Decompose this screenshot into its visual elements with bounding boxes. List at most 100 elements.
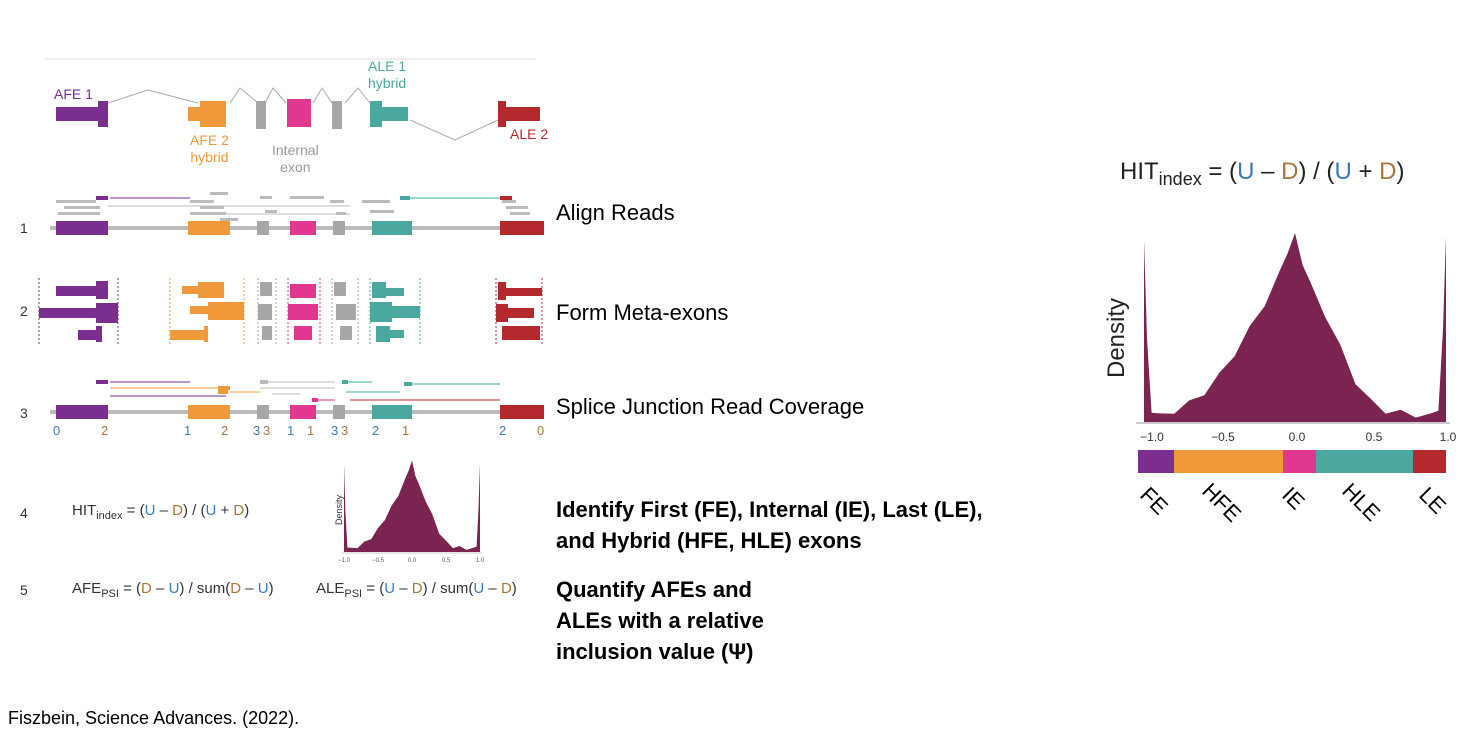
formula-minus: – <box>395 580 412 597</box>
bin-le <box>1413 450 1446 473</box>
internal-label-line1: Internal <box>272 142 319 158</box>
title-part: = ( <box>1208 158 1238 185</box>
coverage-number: 1 <box>402 423 410 438</box>
bin-fe <box>1138 450 1174 473</box>
ale2-exon <box>498 101 506 127</box>
formula-hit-base: HIT <box>72 502 97 519</box>
internal-exon-2 <box>332 101 342 129</box>
formula-u: U <box>384 580 396 597</box>
internal-label-line2: exon <box>280 159 311 175</box>
afe2-label-line2: hybrid <box>190 149 229 165</box>
formula-d: D <box>233 502 245 519</box>
step4-label: Identify First (FE), Internal (IE), Last… <box>556 494 983 556</box>
ale1-label-line1: ALE 1 <box>368 58 407 74</box>
step5-line1: Quantify AFEs and <box>556 577 752 602</box>
density-chart: Density −1.0 −0.5 0.0 0.5 1.0 <box>1103 233 1457 444</box>
formula-ale-sub: PSI <box>344 588 363 600</box>
bin-hfe <box>1174 450 1283 473</box>
coverage-number: 1 <box>287 423 295 438</box>
density-ylabel: Density <box>1103 298 1130 378</box>
step3-label: Splice Junction Read Coverage <box>556 394 865 419</box>
aligned-reads-diagram <box>50 192 544 235</box>
formula-end: ) <box>511 580 517 597</box>
ale-psi-formula: ALEPSI = (U – D) / sum(U – D) <box>316 580 517 600</box>
coverage-number: 3 <box>331 423 339 438</box>
xtick-label: −0.5 <box>1211 430 1235 444</box>
title-sub: index <box>1158 168 1202 189</box>
citation: Fiszbein, Science Advances. (2022). <box>8 708 300 728</box>
coverage-number: 2 <box>221 423 229 438</box>
formula-mid: ) / ( <box>182 502 206 519</box>
formula-plus: + <box>216 502 234 519</box>
afe2-label-line1: AFE 2 <box>190 132 229 148</box>
step4-line1: Identify First (FE), Internal (IE), Last… <box>556 497 983 522</box>
step2-number: 2 <box>20 303 28 319</box>
step5-number: 5 <box>20 582 28 598</box>
title-part: – <box>1254 158 1282 185</box>
coverage-number: 0 <box>53 423 61 438</box>
bin-hle <box>1316 450 1413 473</box>
xtick-label: 0.0 <box>1289 430 1306 444</box>
formula-hit-sub: index <box>96 510 123 522</box>
mini-xtick: 0.5 <box>442 558 451 564</box>
mini-xtick: −0.5 <box>372 558 385 564</box>
title-base: HIT <box>1120 158 1159 185</box>
mini-xtick: 0.0 <box>408 558 417 564</box>
formula-u: U <box>473 580 485 597</box>
step4-number: 4 <box>20 505 28 521</box>
afe-psi-formula: AFEPSI = (D – U) / sum(D – U) <box>72 580 274 600</box>
step5-label: Quantify AFEs and ALEs with a relative i… <box>556 574 764 667</box>
ale1-label: ALE 1 hybrid <box>368 58 406 92</box>
coverage-number: 3 <box>263 423 271 438</box>
afe2-exon <box>200 101 226 127</box>
formula-d: D <box>411 580 423 597</box>
formula-minus: – <box>241 580 258 597</box>
step4-line2: and Hybrid (HFE, HLE) exons <box>556 528 862 553</box>
bin-label-hle: HLE <box>1337 478 1386 526</box>
formula-afe-sub: PSI <box>101 588 119 600</box>
formula-mid: ) / sum( <box>422 580 474 597</box>
mini-xtick: −1.0 <box>338 558 351 564</box>
internal-exon-1 <box>256 101 266 129</box>
step3-number: 3 <box>20 405 28 421</box>
formula-afe-eq: = ( <box>123 580 142 597</box>
formula-minus: – <box>155 502 173 519</box>
step1-label: Align Reads <box>556 200 675 225</box>
formula-ale-eq: = ( <box>366 580 385 597</box>
formula-minus: – <box>151 580 169 597</box>
ale1-label-line2: hybrid <box>368 75 407 91</box>
title-part: D <box>1281 158 1299 185</box>
formula-end: ) <box>268 580 274 597</box>
formula-d: D <box>500 580 512 597</box>
coverage-number: 3 <box>253 423 261 438</box>
step2-label: Form Meta-exons <box>556 300 729 325</box>
formula-u: U <box>168 580 180 597</box>
category-bar <box>1138 450 1446 473</box>
formula-afe-base: AFE <box>72 580 102 597</box>
ale2-label: ALE 2 <box>510 126 549 142</box>
title-part: + <box>1351 158 1380 185</box>
afe2-label: AFE 2 hybrid <box>190 132 229 166</box>
step5-line3: inclusion value (Ψ) <box>556 639 754 664</box>
title-part: ) / ( <box>1298 158 1335 185</box>
formula-end: ) <box>244 502 250 519</box>
bin-label-ie: IE <box>1277 482 1310 515</box>
splice-junction-diagram <box>50 380 544 419</box>
coverage-number: 3 <box>341 423 349 438</box>
coverage-number: 2 <box>101 423 109 438</box>
step1-number: 1 <box>20 220 28 236</box>
mini-density-chart: Density −1.0 −0.5 0.0 0.5 1.0 <box>334 460 485 564</box>
afe1-label: AFE 1 <box>54 86 93 102</box>
xtick-label: −1.0 <box>1140 430 1164 444</box>
xtick-label: 0.5 <box>1366 430 1383 444</box>
formula-u: U <box>205 502 217 519</box>
internal-exon-label: Internal exon <box>272 142 319 176</box>
bin-ie <box>1283 450 1316 473</box>
coverage-number: 0 <box>537 423 545 438</box>
bin-label-hfe: HFE <box>1197 478 1247 527</box>
ale1-exon <box>370 101 382 127</box>
formula-ale-base: ALE <box>316 580 345 597</box>
step5-line2: ALEs with a relative <box>556 608 764 633</box>
formula-d: D <box>172 502 183 519</box>
formula-mid: ) / sum( <box>179 580 231 597</box>
